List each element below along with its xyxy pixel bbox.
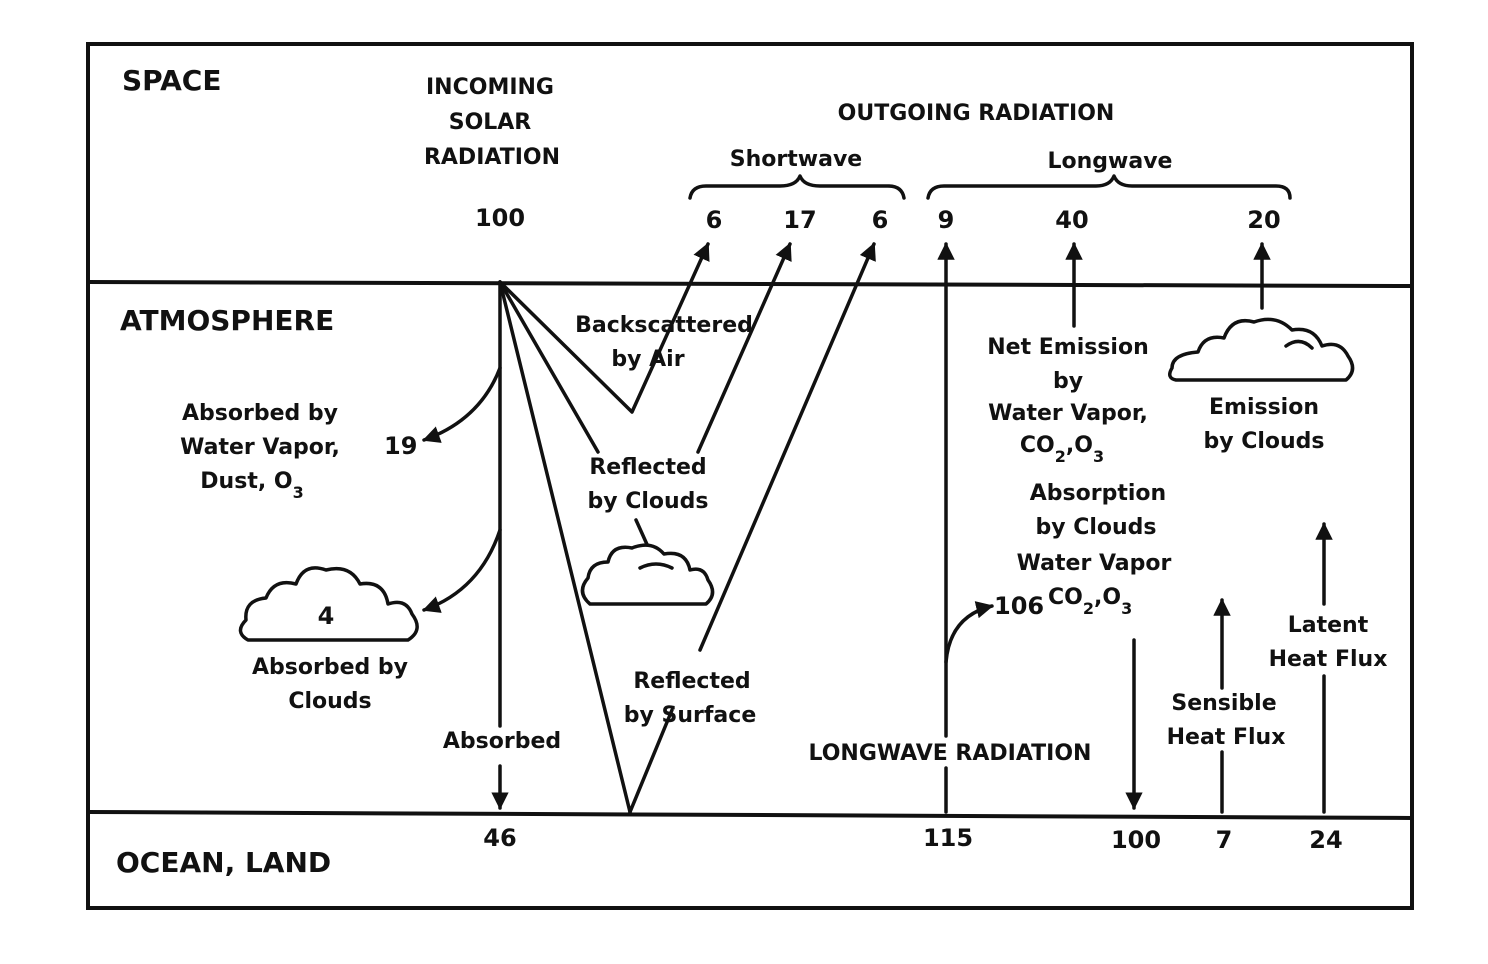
absorbed-clouds-label: Absorbed by Clouds <box>252 655 408 714</box>
backscattered-line-2: by Air <box>611 347 684 372</box>
cloud-reflection-ray <box>498 280 600 454</box>
longwave-label: Longwave <box>1048 149 1173 174</box>
net-emission-label: Net Emission by Water Vapor, CO2,O3 <box>987 335 1149 466</box>
cloud-absorbing-icon <box>238 566 419 642</box>
backscattered-line-1: Backscattered <box>575 313 753 338</box>
outgoing-title: OUTGOING RADIATION <box>838 101 1115 126</box>
reflected-surface-line-1: Reflected <box>633 669 750 694</box>
sensible-heat-label: Sensible Heat Flux <box>1167 691 1286 750</box>
surface-latent-value: 24 <box>1309 826 1342 854</box>
diagram-frame <box>86 42 1414 910</box>
net-emission-line-2: by <box>1053 369 1083 394</box>
zone-space-label: SPACE <box>122 64 221 97</box>
incoming-title-line-1: INCOMING <box>426 75 554 100</box>
longwave-value-clouds: 20 <box>1247 206 1280 234</box>
cloud-reflecting-mark <box>638 562 674 570</box>
net-emission-line-3: Water Vapor, <box>988 401 1148 426</box>
absorbed-vapor-line-3: Dust, O3 <box>200 469 303 502</box>
cloud-emitting-detail <box>1284 339 1314 350</box>
atmosphere-surface-boundary <box>87 810 1413 820</box>
backscattered-label: Backscattered by Air <box>575 313 753 372</box>
longwave-value-gases: 40 <box>1055 206 1088 234</box>
incoming-value: 100 <box>475 204 525 232</box>
reflected-clouds-line-2: by Clouds <box>587 489 708 514</box>
absorbed-clouds-line-1: Absorbed by <box>252 655 408 680</box>
surface-reflection-ray <box>628 708 674 814</box>
absorbed-vapor-line-1: Absorbed by <box>182 401 338 426</box>
absorbed-vapor-label: Absorbed by Water Vapor, Dust, O3 <box>180 401 340 502</box>
absorbed-vapor-value: 19 <box>384 432 417 460</box>
cloud-reflecting-icon <box>580 543 715 606</box>
surface-longwave-up-value: 115 <box>923 824 973 852</box>
sensible-heat-line-1: Sensible <box>1171 691 1276 716</box>
shortwave-value-clouds: 17 <box>783 206 816 234</box>
absorption-clouds-line-2: by Clouds <box>1035 515 1156 540</box>
absorbed-label: Absorbed <box>443 729 561 754</box>
cloud-emitting-icon <box>1168 317 1355 382</box>
emission-clouds-label: Emission by Clouds <box>1203 395 1324 454</box>
shortwave-value-surface: 6 <box>872 206 889 234</box>
longwave-value-surface: 9 <box>938 206 955 234</box>
absorption-chem: CO2,O3 <box>1048 585 1132 618</box>
surface-incident-ray <box>498 280 632 814</box>
absorption-value: 106 <box>994 592 1044 620</box>
absorption-clouds-label: Absorption by Clouds Water Vapor <box>1017 481 1172 576</box>
emission-clouds-line-1: Emission <box>1209 395 1319 420</box>
latent-heat-label: Latent Heat Flux <box>1269 613 1388 672</box>
incoming-title-line-2: SOLAR <box>449 110 532 135</box>
shortwave-value-air: 6 <box>706 206 723 234</box>
cloud-reflection-ray-up <box>696 242 792 454</box>
shortwave-label: Shortwave <box>730 147 862 172</box>
longwave-brace <box>926 174 1292 200</box>
shortwave-brace <box>688 174 906 200</box>
space-atmosphere-boundary <box>87 280 1413 288</box>
absorption-clouds-line-1: Absorption <box>1030 481 1166 506</box>
latent-heat-line-1: Latent <box>1288 613 1369 638</box>
reflected-surface-label: Reflected by Surface <box>624 669 756 728</box>
absorption-clouds-line-3: Water Vapor <box>1017 551 1172 576</box>
cloud-absorption-curve <box>422 528 502 613</box>
sensible-heat-line-2: Heat Flux <box>1167 725 1286 750</box>
zone-atmosphere-label: ATMOSPHERE <box>120 304 334 337</box>
net-emission-chem: CO2,O3 <box>1020 433 1104 466</box>
longwave-paths <box>937 242 1333 814</box>
absorbed-clouds-line-2: Clouds <box>288 689 371 714</box>
surface-reflection-ray-up <box>698 242 876 652</box>
reflected-clouds-label: Reflected by Clouds <box>587 455 708 514</box>
surface-absorbed-value: 46 <box>483 824 516 852</box>
latent-heat-line-2: Heat Flux <box>1269 647 1388 672</box>
longwave-absorption-curve <box>944 601 994 664</box>
backscatter-ray <box>498 242 710 414</box>
longwave-radiation-label: LONGWAVE RADIATION <box>809 741 1092 766</box>
reflected-surface-line-2: by Surface <box>624 703 756 728</box>
cloud-absorbed-value: 4 <box>318 602 335 630</box>
vapor-absorption-curve <box>422 366 502 443</box>
surface-longwave-down-value: 100 <box>1111 826 1161 854</box>
incoming-solar-title: INCOMING SOLAR RADIATION <box>424 75 560 170</box>
absorbed-vapor-line-2: Water Vapor, <box>180 435 340 460</box>
net-emission-line-1: Net Emission <box>987 335 1149 360</box>
shortwave-paths <box>422 242 876 814</box>
emission-clouds-line-2: by Clouds <box>1203 429 1324 454</box>
surface-sensible-value: 7 <box>1216 826 1233 854</box>
zone-surface-label: OCEAN, LAND <box>116 846 331 879</box>
incoming-title-line-3: RADIATION <box>424 145 560 170</box>
reflected-clouds-line-1: Reflected <box>589 455 706 480</box>
